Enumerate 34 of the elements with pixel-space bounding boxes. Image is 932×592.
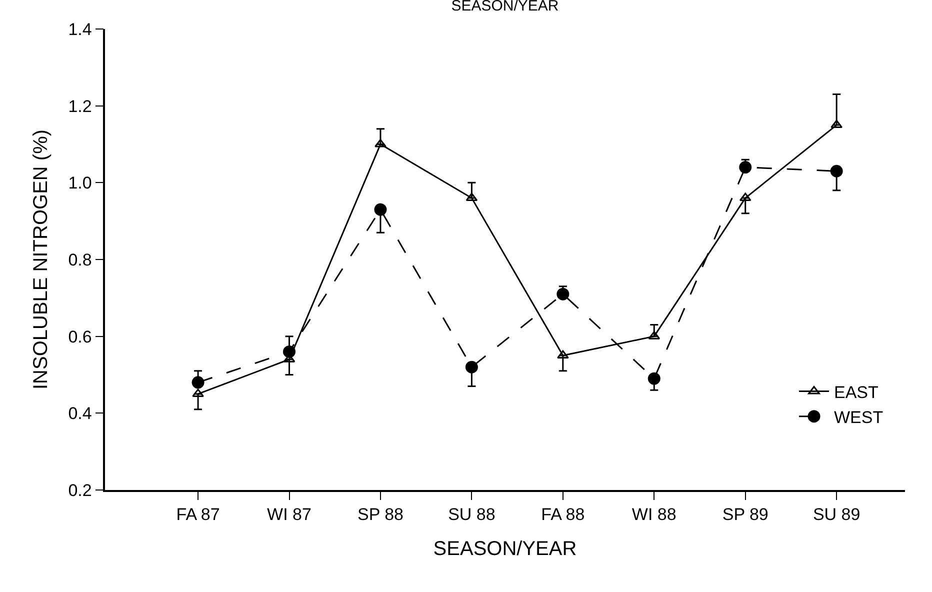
point xyxy=(374,139,386,148)
point xyxy=(556,288,570,300)
y-axis-title: INSOLUBLE NITROGEN (%) xyxy=(30,129,52,390)
point xyxy=(739,192,752,202)
y-tick-label: 1.2 xyxy=(68,96,92,116)
x-tick-label: SU 88 xyxy=(448,505,496,524)
x-tick-label: FA 87 xyxy=(176,505,220,524)
x-tick-label: SU 89 xyxy=(812,505,860,524)
x-tick-label: FA 88 xyxy=(541,505,585,524)
point xyxy=(374,203,387,216)
chart-title: SEASON/YEAR xyxy=(451,0,559,14)
y-tick-label: 0.2 xyxy=(68,480,92,500)
y-tick-label: 1.0 xyxy=(68,174,92,193)
point xyxy=(830,164,843,178)
x-axis-title: SEASON/YEAR xyxy=(433,538,577,560)
point xyxy=(648,372,660,385)
y-tick-label: 0.8 xyxy=(68,250,92,270)
x-tick-label: SP 89 xyxy=(722,505,768,524)
x-tick-label: WI 88 xyxy=(632,505,676,524)
point xyxy=(283,345,296,358)
x-tick-label: SP 88 xyxy=(357,505,404,524)
y-tick-label: 0.4 xyxy=(68,404,92,424)
point xyxy=(466,192,478,202)
point xyxy=(739,161,752,174)
point xyxy=(192,388,204,397)
legend-label: EAST xyxy=(834,382,878,402)
x-tick-label: WI 87 xyxy=(267,505,312,524)
point xyxy=(830,120,843,128)
point xyxy=(192,376,204,389)
point xyxy=(465,360,478,374)
point xyxy=(556,350,569,359)
y-tick-label: 0.6 xyxy=(68,327,92,346)
y-tick-label: 1.4 xyxy=(68,20,92,39)
legend-label: WEST xyxy=(834,408,884,427)
